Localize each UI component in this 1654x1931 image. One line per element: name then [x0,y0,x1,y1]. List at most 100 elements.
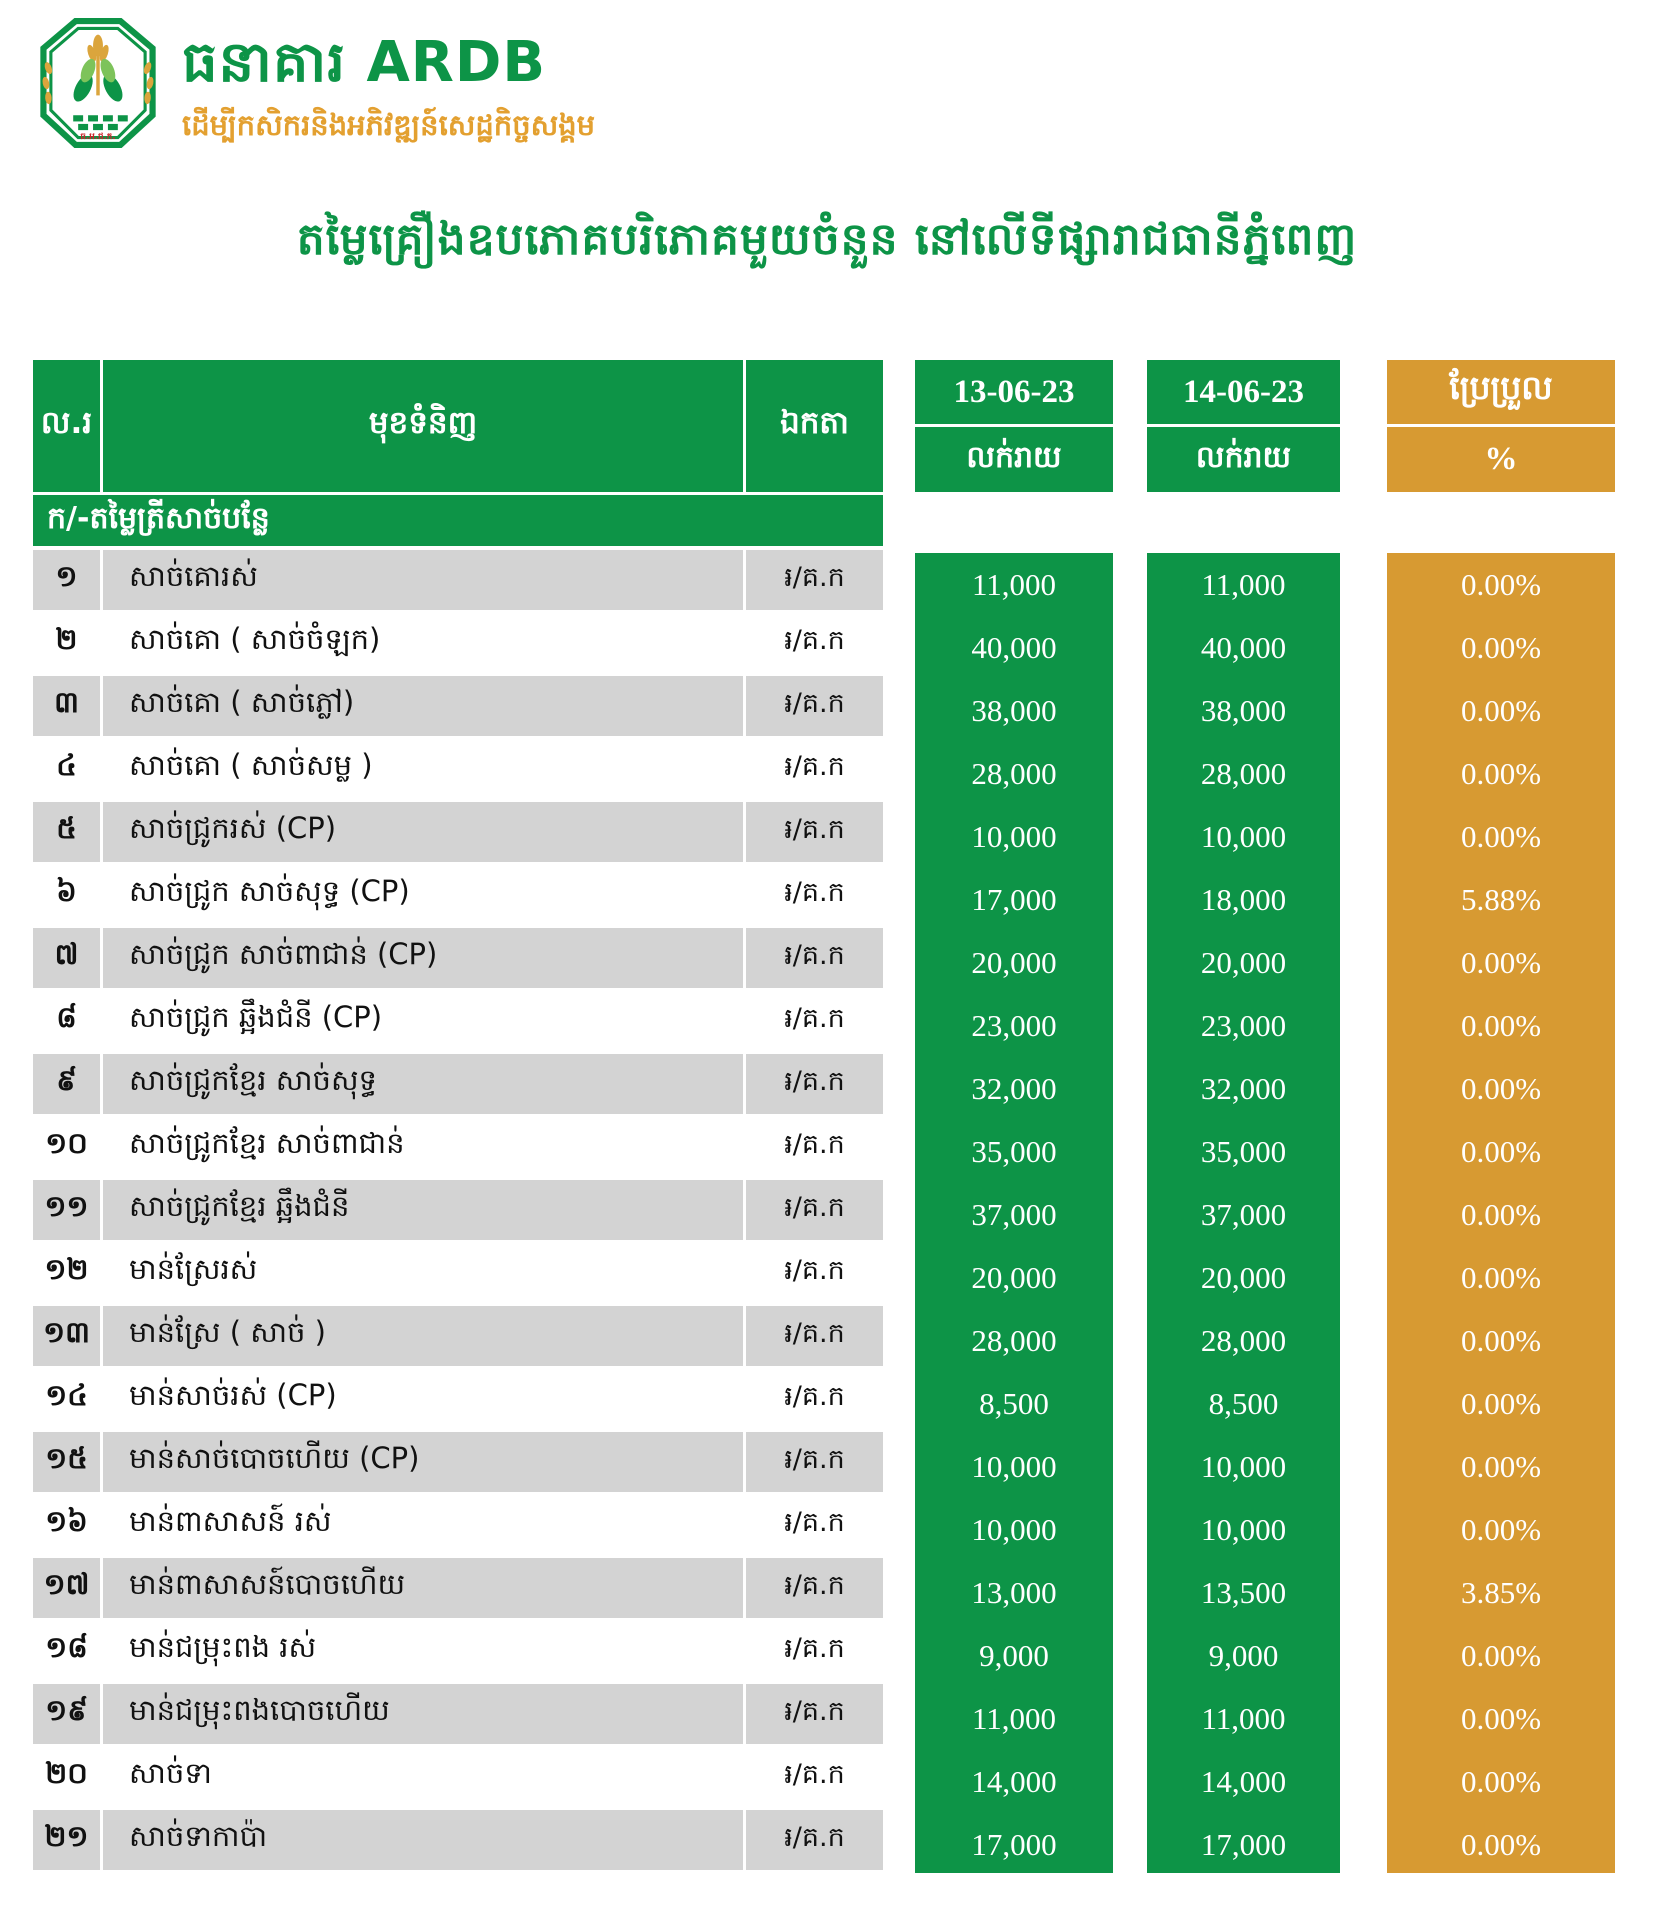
row-number: ១៨ [33,1621,100,1681]
col-header-item: មុខទំនិញ [103,360,743,492]
row-number: ១២ [33,1243,100,1303]
table-row: ១សាច់គោរស់ ៛/គ.ក [33,550,883,610]
change-percent-value: 0.00% [1460,566,1542,602]
row-number: ៤ [33,739,100,799]
col-header-no: ល.រ [33,360,100,492]
brand-name: ធនាគារ ARDB [182,30,547,95]
price-column-date2: 11,000 40,000 38,000 28,000 10,000 18,000 20,0… [1147,553,1340,1873]
row-number: ៧ [33,928,100,988]
table-row: ១៨ មាន់ជម្រុះពង រស់ ៛/គ.ក [33,1621,883,1681]
brand-header: ធ.អ.ជ.ក. ធនាគារ ARDB ដើម្បីកសិករនិងអភិវឌ… [36,18,595,150]
price-column-date1: 11,000 40,000 38,000 28,000 10,000 17,000 20,0… [915,553,1113,1873]
row-item-name: សាច់គោរស់ [103,550,743,610]
table-row: ១៧ មាន់ពាសាសន៍បោចហើយ ៛/គ.ក [33,1558,883,1618]
row-unit: ៛/គ.ក [746,676,883,736]
price-date2-value: 10,000 [1200,1448,1287,1484]
change-percent-value: 0.00% [1460,1007,1542,1043]
table-row: ៨សាច់ជ្រូក ឆ្អឹងជំនី (CP) ៛/គ.ក [33,991,883,1051]
table-row: ១១ សាច់ជ្រូកខ្មែរ ឆ្អឹងជំនី ៛/គ.ក [33,1180,883,1240]
change-percent-value: 0.00% [1460,1070,1542,1106]
change-percent-value: 0.00% [1460,1511,1542,1547]
row-unit: ៛/គ.ក [746,1558,883,1618]
row-number: ១៤ [33,1369,100,1429]
col-header-date1: 13-06-23 លក់រាយ [915,360,1113,492]
row-item-name: សាច់ជ្រូកខ្មែរ ឆ្អឹងជំនី [103,1180,743,1240]
price-date1-value: 40,000 [971,629,1057,665]
price-date2-value: 10,000 [1200,1511,1287,1547]
change-percent-value: 0.00% [1460,1763,1542,1799]
price-date1-value: 10,000 [971,1448,1057,1484]
row-item-name: មាន់សាច់បោចហើយ (CP) [103,1432,743,1492]
price-date2-value: 14,000 [1200,1763,1287,1799]
row-number: ២០ [33,1747,100,1807]
price-date1-value: 28,000 [971,755,1057,791]
price-date1-value: 17,000 [971,1826,1057,1862]
change-percent-value: 0.00% [1460,1637,1542,1673]
row-number: ១៩ [33,1684,100,1744]
price-date2-value: 40,000 [1200,629,1287,665]
row-unit: ៛/គ.ក [746,739,883,799]
price-date1-value: 10,000 [971,1511,1057,1547]
table-row: ៣សាច់គោ ( សាច់ភ្លៅ) ៛/គ.ក [33,676,883,736]
date1-retail-label: លក់រាយ [915,427,1113,492]
price-date2-value: 32,000 [1200,1070,1287,1106]
price-date1-value: 37,000 [971,1196,1057,1232]
table-header-left: ល.រ មុខទំនិញ ឯកតា [33,360,883,492]
change-percent-value: 0.00% [1460,755,1542,791]
price-table-left: ល.រ មុខទំនិញ ឯកតា ក/-តម្លៃត្រីសាច់បន្លែ … [33,360,883,1873]
percent-label: % [1387,427,1615,492]
price-date2-value: 35,000 [1200,1133,1287,1169]
table-row: ៥សាច់ជ្រូករស់ (CP) ៛/គ.ក [33,802,883,862]
page-title: តម្លៃគ្រឿងឧបភោគបរិភោគមួយចំនួន នៅលើទីផ្សា… [296,214,1358,265]
change-percent-value: 3.85% [1460,1574,1542,1610]
row-item-name: សាច់ជ្រូក សាច់សុទ្ធ (CP) [103,865,743,925]
table-row: ៦សាច់ជ្រូក សាច់សុទ្ធ (CP) ៛/គ.ក [33,865,883,925]
brand-tagline: ដើម្បីកសិករនិងអភិវឌ្ឍន៍សេដ្ឋកិច្ចសង្គម [182,107,596,142]
row-item-name: សាច់ជ្រូកខ្មែរ សាច់សុទ្ធ [103,1054,743,1114]
date2-retail-label: លក់រាយ [1147,427,1340,492]
change-percent-value: 0.00% [1460,1133,1542,1169]
price-date1-value: 20,000 [971,944,1057,980]
table-row: ៧សាច់ជ្រូក សាច់ពាជាន់ (CP) ៛/គ.ក [33,928,883,988]
price-date2-value: 38,000 [1200,692,1287,728]
row-item-name: សាច់ជ្រូកខ្មែរ សាច់ពាជាន់ [103,1117,743,1177]
row-unit: ៛/គ.ក [746,1243,883,1303]
row-number: ៣ [33,676,100,736]
row-unit: ៛/គ.ក [746,1432,883,1492]
row-number: ១០ [33,1117,100,1177]
price-date2-value: 28,000 [1200,1322,1287,1358]
price-date1-value: 35,000 [971,1133,1057,1169]
price-date1-value: 32,000 [971,1070,1057,1106]
row-item-name: មាន់ស្រែរស់ [103,1243,743,1303]
row-number: ១១ [33,1180,100,1240]
row-item-name: មាន់ជម្រុះពងបោចហើយ [103,1684,743,1744]
price-date1-value: 17,000 [971,881,1057,917]
row-number: ១ [33,550,100,610]
price-date2-value: 20,000 [1200,944,1287,980]
row-item-name: សាច់ជ្រូករស់ (CP) [103,802,743,862]
table-row: ១២ មាន់ស្រែរស់ ៛/គ.ក [33,1243,883,1303]
row-unit: ៛/គ.ក [746,802,883,862]
row-number: ១៦ [33,1495,100,1555]
change-percent-value: 0.00% [1460,1322,1542,1358]
row-unit: ៛/គ.ក [746,1495,883,1555]
logo-caption: ធ.អ.ជ.ក. [80,132,115,142]
change-percent-value: 0.00% [1460,818,1542,854]
price-date2-value: 13,500 [1200,1574,1287,1610]
row-item-name: សាច់ទា [103,1747,743,1807]
row-unit: ៛/គ.ក [746,1621,883,1681]
row-unit: ៛/គ.ក [746,865,883,925]
row-item-name: មាន់ពាសាសន៍បោចហើយ [103,1558,743,1618]
row-unit: ៛/គ.ក [746,1054,883,1114]
row-number: ១៧ [33,1558,100,1618]
price-date1-value: 38,000 [971,692,1057,728]
row-item-name: សាច់គោ ( សាច់ចំឡក) [103,613,743,673]
price-date1-value: 11,000 [971,566,1057,602]
change-column: 0.00% 0.00% 0.00% 0.00% 0.00% 5.88% 0.00% 0.00%… [1387,553,1615,1873]
price-date1-value: 8,500 [979,1385,1049,1421]
price-date2-value: 28,000 [1200,755,1287,791]
date1-label: 13-06-23 [915,360,1113,427]
row-number: ២១ [33,1810,100,1870]
change-percent-value: 0.00% [1460,1826,1542,1862]
